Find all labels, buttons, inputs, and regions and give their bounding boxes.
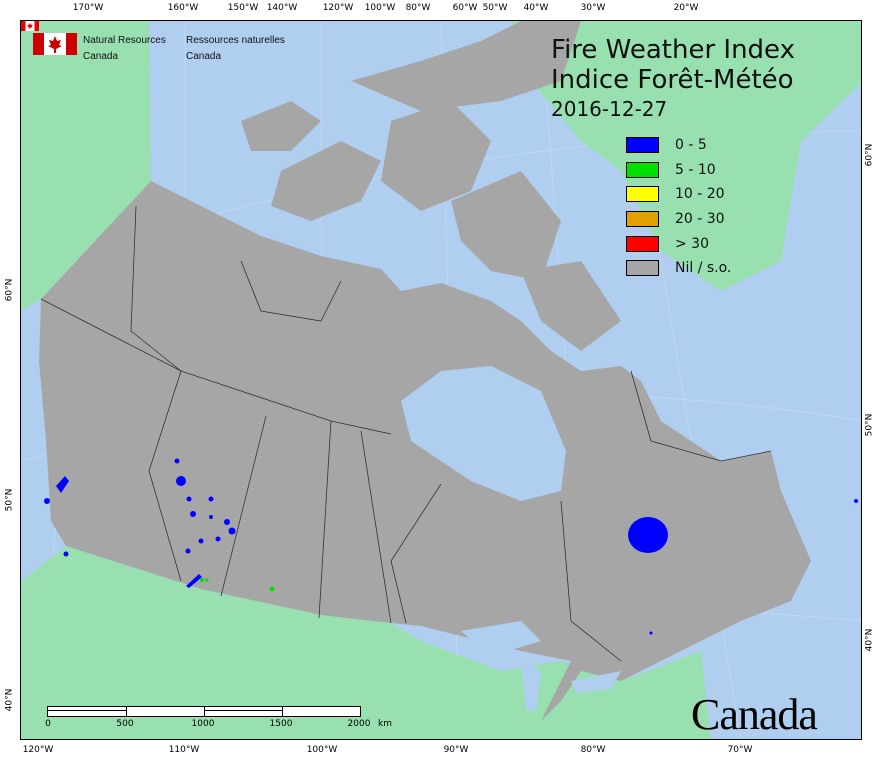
lon-label-top: 160°W: [167, 3, 199, 13]
legend-item: Nil / s.o.: [626, 256, 731, 281]
greenland-landmass: [511, 21, 861, 291]
lat-label-left: 50°N: [4, 488, 15, 512]
scale-label: 1500: [269, 719, 293, 729]
lat-label-left: 60°N: [4, 278, 15, 302]
agency-fr-line1: Ressources naturelles: [186, 35, 285, 46]
lon-label-top: 40°W: [523, 3, 549, 13]
lon-label-top: 120°W: [322, 3, 354, 13]
title-en: Fire Weather Index: [551, 35, 795, 65]
lat-label-right: 50°N: [864, 413, 875, 437]
legend-label: 0 - 5: [675, 137, 707, 154]
legend-swatch: [626, 235, 659, 252]
legend-item: > 30: [626, 231, 731, 256]
legend-item: 10 - 20: [626, 182, 731, 207]
legend-label: Nil / s.o.: [675, 260, 732, 277]
lon-label-top: 100°W: [364, 3, 396, 13]
fwi-0-5-areas: [44, 458, 858, 635]
lat-label-right: 60°N: [864, 143, 875, 167]
legend-swatch: [626, 186, 659, 203]
lat-label-left: 40°N: [4, 688, 15, 712]
legend-swatch: [626, 260, 659, 277]
lon-label-top: 50°W: [482, 3, 508, 13]
map-graphic: [21, 21, 861, 739]
map-canvas[interactable]: Natural Resources Canada Ressources natur…: [20, 20, 862, 740]
lon-label-bottom: 80°W: [580, 745, 606, 755]
legend-item: 0 - 5: [626, 133, 731, 158]
lon-label-top: 80°W: [405, 3, 431, 13]
lon-label-top: 140°W: [266, 3, 298, 13]
scale-label: 2000: [347, 719, 371, 729]
agency-en-line1: Natural Resources: [83, 35, 166, 46]
alaska-landmass: [21, 21, 151, 311]
agency-name-fr: Ressources naturelles Canada: [186, 33, 326, 65]
lon-label-top: 150°W: [227, 3, 259, 13]
lon-label-bottom: 90°W: [443, 745, 469, 755]
wordmark-flag-icon: [21, 21, 39, 31]
fwi-5-10-areas: [200, 578, 275, 592]
lon-label-top: 20°W: [673, 3, 699, 13]
canada-flag-icon: [33, 33, 77, 55]
legend-swatch: [626, 137, 659, 154]
great-lakes: [461, 621, 621, 711]
hudson-bay: [401, 366, 566, 501]
lat-label-right: 40°N: [864, 628, 875, 652]
legend: 0 - 5 5 - 10 10 - 20 20 - 30 > 30 Nil / …: [626, 133, 731, 281]
arctic-islands: [241, 21, 621, 351]
agency-en-line2: Canada: [83, 51, 119, 62]
agency-fr-line2: Canada: [186, 51, 222, 62]
agency-name-en: Natural Resources Canada: [83, 33, 203, 65]
scale-label: 500: [116, 719, 134, 729]
legend-item: 20 - 30: [626, 207, 731, 232]
lon-label-top: 30°W: [580, 3, 606, 13]
title-fr: Indice Forêt-Météo: [551, 65, 794, 95]
lon-label-bottom: 70°W: [727, 745, 753, 755]
map-title: Fire Weather Index Indice Forêt-Météo: [551, 35, 795, 95]
legend-item: 5 - 10: [626, 158, 731, 183]
canada-landmass: [39, 181, 811, 721]
canada-wordmark: Canada: [691, 690, 818, 739]
legend-swatch: [626, 161, 659, 178]
lon-label-top: 170°W: [72, 3, 104, 13]
legend-label: 20 - 30: [675, 211, 725, 228]
legend-swatch: [626, 211, 659, 228]
legend-label: 5 - 10: [675, 161, 716, 178]
scale-label: 0: [45, 719, 51, 729]
province-borders: [40, 205, 772, 662]
legend-label: 10 - 20: [675, 186, 725, 203]
lon-label-bottom: 100°W: [306, 745, 338, 755]
lon-label-bottom: 110°W: [168, 745, 200, 755]
scale-bar: [47, 706, 361, 717]
lon-label-bottom: 120°W: [22, 745, 54, 755]
map-date: 2016-12-27: [551, 97, 668, 121]
lon-label-top: 60°W: [452, 3, 478, 13]
scale-unit: km: [378, 719, 392, 729]
legend-label: > 30: [675, 235, 709, 252]
scale-label: 1000: [191, 719, 215, 729]
